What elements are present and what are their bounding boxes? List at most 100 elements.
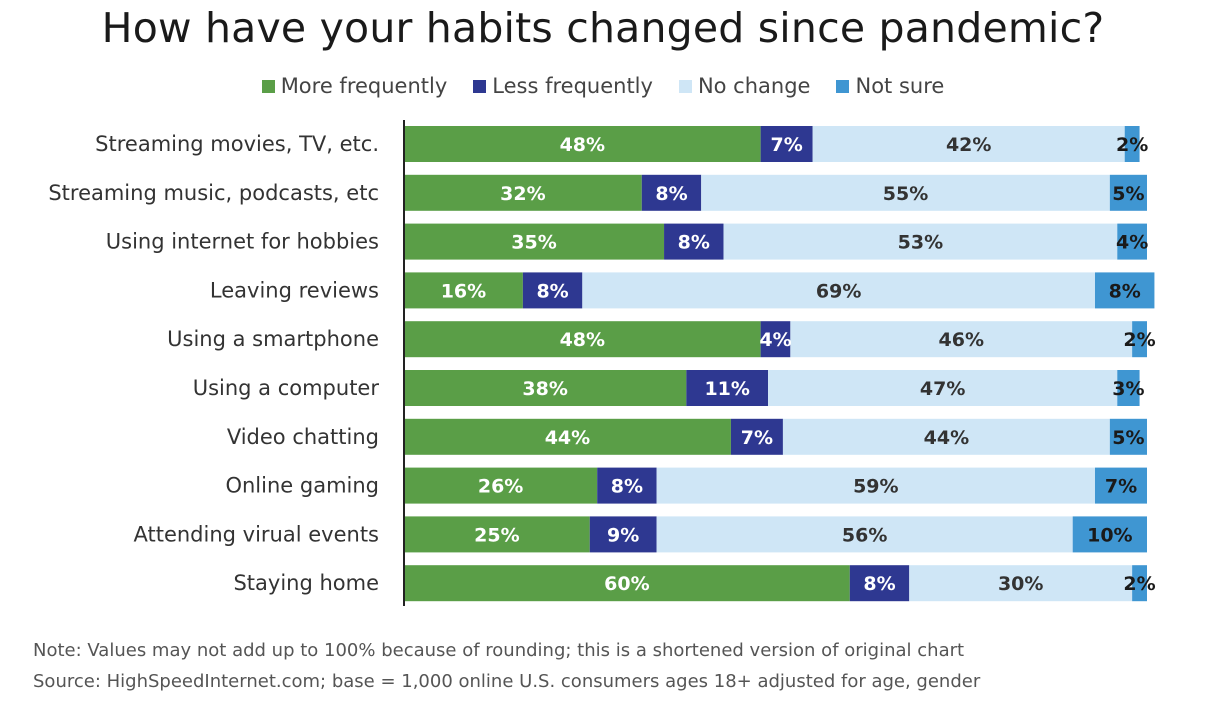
value-label-leaving-reviews-more-frequently: 16%	[441, 280, 486, 302]
category-label-attending-virual-events: Attending virual events	[133, 522, 379, 546]
value-label-video-chatting-no-change: 44%	[924, 427, 969, 449]
chart-title: How have your habits changed since pande…	[101, 4, 1105, 52]
legend-swatch-not-sure	[836, 79, 850, 93]
legend-swatch-no-change	[678, 79, 692, 93]
bar-using-a-computer-no-change	[768, 370, 1118, 406]
bar-video-chatting-more-frequently	[404, 418, 731, 455]
value-label-attending-virual-events-not-sure: 10%	[1087, 524, 1132, 546]
category-label-online-gaming: Online gaming	[225, 474, 379, 498]
legend-item-less-frequently: Less frequently	[473, 74, 653, 98]
chart-source: Source: HighSpeedInternet.com; base = 1,…	[33, 671, 981, 692]
value-label-leaving-reviews-not-sure: 8%	[1109, 280, 1141, 302]
bar-streaming-music-podcasts-etc-no-change	[701, 174, 1110, 211]
chart-note: Note: Values may not add up to 100% beca…	[33, 640, 965, 661]
bar-using-internet-for-hobbies-not-sure	[1117, 223, 1147, 260]
value-label-attending-virual-events-no-change: 56%	[842, 524, 887, 546]
value-label-leaving-reviews-less-frequently: 8%	[536, 280, 568, 302]
value-label-online-gaming-more-frequently: 26%	[478, 476, 523, 498]
value-label-attending-virual-events-less-frequently: 9%	[607, 524, 639, 546]
bar-using-a-computer-more-frequently	[404, 370, 687, 406]
bar-streaming-movies-tv-etc-less-frequently	[760, 126, 813, 162]
value-label-video-chatting-not-sure: 5%	[1112, 427, 1144, 449]
bar-staying-home-more-frequently	[404, 565, 850, 602]
value-label-using-a-computer-less-frequently: 11%	[704, 378, 749, 400]
bar-using-a-smartphone-no-change	[790, 321, 1133, 358]
value-label-using-a-smartphone-less-frequently: 4%	[759, 329, 791, 351]
legend-item-not-sure: Not sure	[836, 74, 944, 98]
bar-using-a-smartphone-less-frequently	[760, 321, 791, 358]
value-label-staying-home-no-change: 30%	[998, 573, 1043, 595]
bar-using-internet-for-hobbies-less-frequently	[664, 223, 724, 260]
value-label-online-gaming-no-change: 59%	[853, 476, 898, 498]
value-label-using-internet-for-hobbies-more-frequently: 35%	[511, 232, 556, 254]
category-label-streaming-music-podcasts-etc: Streaming music, podcasts, etc	[48, 181, 379, 205]
legend-label-no-change: No change	[697, 74, 811, 98]
value-label-online-gaming-not-sure: 7%	[1105, 476, 1137, 498]
value-label-online-gaming-less-frequently: 8%	[611, 476, 643, 498]
value-label-using-internet-for-hobbies-not-sure: 4%	[1116, 232, 1148, 254]
category-label-using-a-computer: Using a computer	[193, 376, 380, 400]
bar-using-a-computer-less-frequently	[686, 370, 769, 406]
legend-label-more-frequently: More frequently	[280, 74, 448, 98]
bar-attending-virual-events-more-frequently	[404, 516, 590, 553]
bar-streaming-music-podcasts-etc-not-sure	[1109, 174, 1147, 211]
category-label-using-internet-for-hobbies: Using internet for hobbies	[106, 230, 379, 254]
value-label-streaming-movies-tv-etc-no-change: 42%	[946, 134, 991, 156]
value-label-using-a-smartphone-no-change: 46%	[939, 329, 984, 351]
bar-streaming-music-podcasts-etc-less-frequently	[641, 174, 702, 211]
category-label-staying-home: Staying home	[233, 571, 379, 595]
value-label-using-internet-for-hobbies-no-change: 53%	[898, 232, 943, 254]
bar-online-gaming-less-frequently	[597, 467, 657, 504]
legend-item-more-frequently: More frequently	[261, 74, 448, 98]
bar-using-internet-for-hobbies-no-change	[723, 223, 1118, 260]
bar-leaving-reviews-more-frequently	[404, 272, 523, 309]
value-label-video-chatting-more-frequently: 44%	[545, 427, 590, 449]
bar-using-a-computer-not-sure	[1117, 370, 1140, 406]
value-label-streaming-music-podcasts-etc-less-frequently: 8%	[655, 183, 687, 205]
bar-video-chatting-less-frequently	[730, 418, 783, 455]
bar-streaming-movies-tv-etc-no-change	[812, 126, 1125, 162]
value-label-attending-virual-events-more-frequently: 25%	[474, 524, 519, 546]
category-label-leaving-reviews: Leaving reviews	[210, 278, 379, 302]
legend-swatch-more-frequently	[261, 79, 275, 93]
value-label-using-a-smartphone-more-frequently: 48%	[560, 329, 605, 351]
bar-leaving-reviews-less-frequently	[522, 272, 583, 309]
bar-online-gaming-not-sure	[1094, 467, 1147, 504]
bar-using-internet-for-hobbies-more-frequently	[404, 223, 665, 260]
value-label-staying-home-less-frequently: 8%	[863, 573, 895, 595]
value-label-staying-home-more-frequently: 60%	[604, 573, 649, 595]
category-label-using-a-smartphone: Using a smartphone	[167, 327, 379, 351]
bar-using-a-smartphone-not-sure	[1132, 321, 1147, 358]
bar-using-a-smartphone-more-frequently	[404, 321, 761, 358]
chart-legend: More frequently Less frequently No chang…	[0, 74, 1206, 98]
value-label-using-a-computer-not-sure: 3%	[1112, 378, 1144, 400]
bar-streaming-movies-tv-etc-not-sure	[1124, 126, 1140, 162]
bar-video-chatting-not-sure	[1109, 418, 1147, 455]
value-label-using-a-computer-no-change: 47%	[920, 378, 965, 400]
category-label-video-chatting: Video chatting	[227, 425, 379, 449]
value-label-streaming-movies-tv-etc-not-sure: 2%	[1116, 134, 1148, 156]
bar-streaming-music-podcasts-etc-more-frequently	[404, 174, 642, 211]
value-label-streaming-music-podcasts-etc-more-frequently: 32%	[500, 183, 545, 205]
value-label-video-chatting-less-frequently: 7%	[741, 427, 773, 449]
bar-video-chatting-no-change	[782, 418, 1110, 455]
bar-staying-home-less-frequently	[849, 565, 910, 602]
value-label-streaming-music-podcasts-etc-not-sure: 5%	[1112, 183, 1144, 205]
legend-swatch-less-frequently	[473, 79, 487, 93]
bar-leaving-reviews-not-sure	[1094, 272, 1155, 309]
value-label-using-internet-for-hobbies-less-frequently: 8%	[678, 232, 710, 254]
bar-online-gaming-no-change	[656, 467, 1095, 504]
value-label-using-a-smartphone-not-sure: 2%	[1123, 329, 1155, 351]
value-label-streaming-movies-tv-etc-less-frequently: 7%	[771, 134, 803, 156]
bar-streaming-movies-tv-etc-more-frequently	[404, 126, 761, 162]
value-label-streaming-movies-tv-etc-more-frequently: 48%	[560, 134, 605, 156]
bar-staying-home-no-change	[909, 565, 1133, 602]
legend-item-no-change: No change	[678, 74, 811, 98]
category-label-streaming-movies-tv-etc: Streaming movies, TV, etc.	[95, 132, 379, 156]
bar-leaving-reviews-no-change	[582, 272, 1095, 309]
bar-staying-home-not-sure	[1132, 565, 1147, 602]
bar-attending-virual-events-less-frequently	[589, 516, 657, 553]
value-label-leaving-reviews-no-change: 69%	[816, 280, 861, 302]
legend-label-less-frequently: Less frequently	[492, 74, 653, 98]
